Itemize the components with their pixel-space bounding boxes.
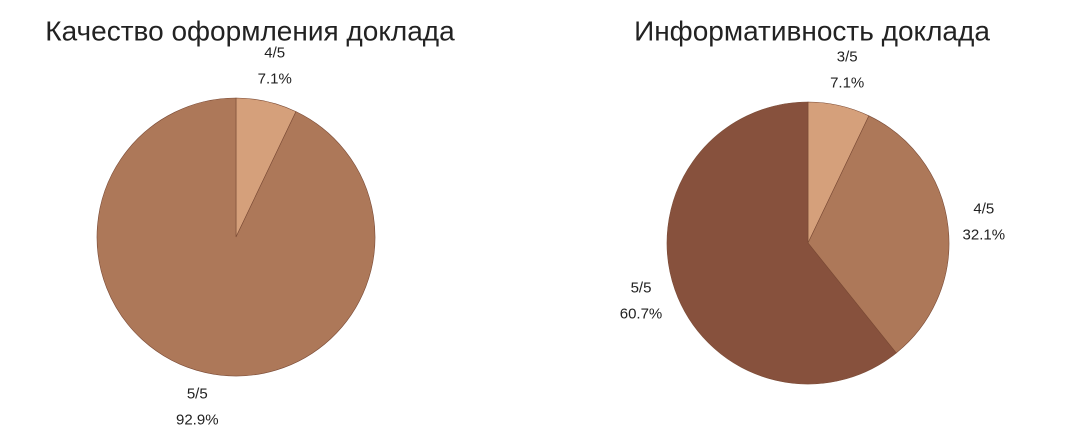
slice-value: 7.1% (830, 74, 864, 91)
pie-slice (666, 101, 897, 385)
chart-title: Информативность доклада (634, 15, 990, 46)
pie-slice (96, 97, 376, 377)
slice-category: 4/5 (973, 201, 994, 218)
slice-value: 60.7% (620, 306, 663, 323)
slice-value: 32.1% (963, 227, 1006, 244)
slice-category: 5/5 (187, 386, 208, 403)
slice-value: 7.1% (258, 70, 292, 87)
slice-category: 4/5 (264, 44, 285, 61)
chart-title: Качество оформления доклада (45, 15, 455, 46)
slice-category: 3/5 (837, 48, 858, 65)
pie-slice (807, 115, 950, 354)
slice-value: 92.9% (176, 412, 219, 429)
slice-category: 5/5 (631, 280, 652, 297)
